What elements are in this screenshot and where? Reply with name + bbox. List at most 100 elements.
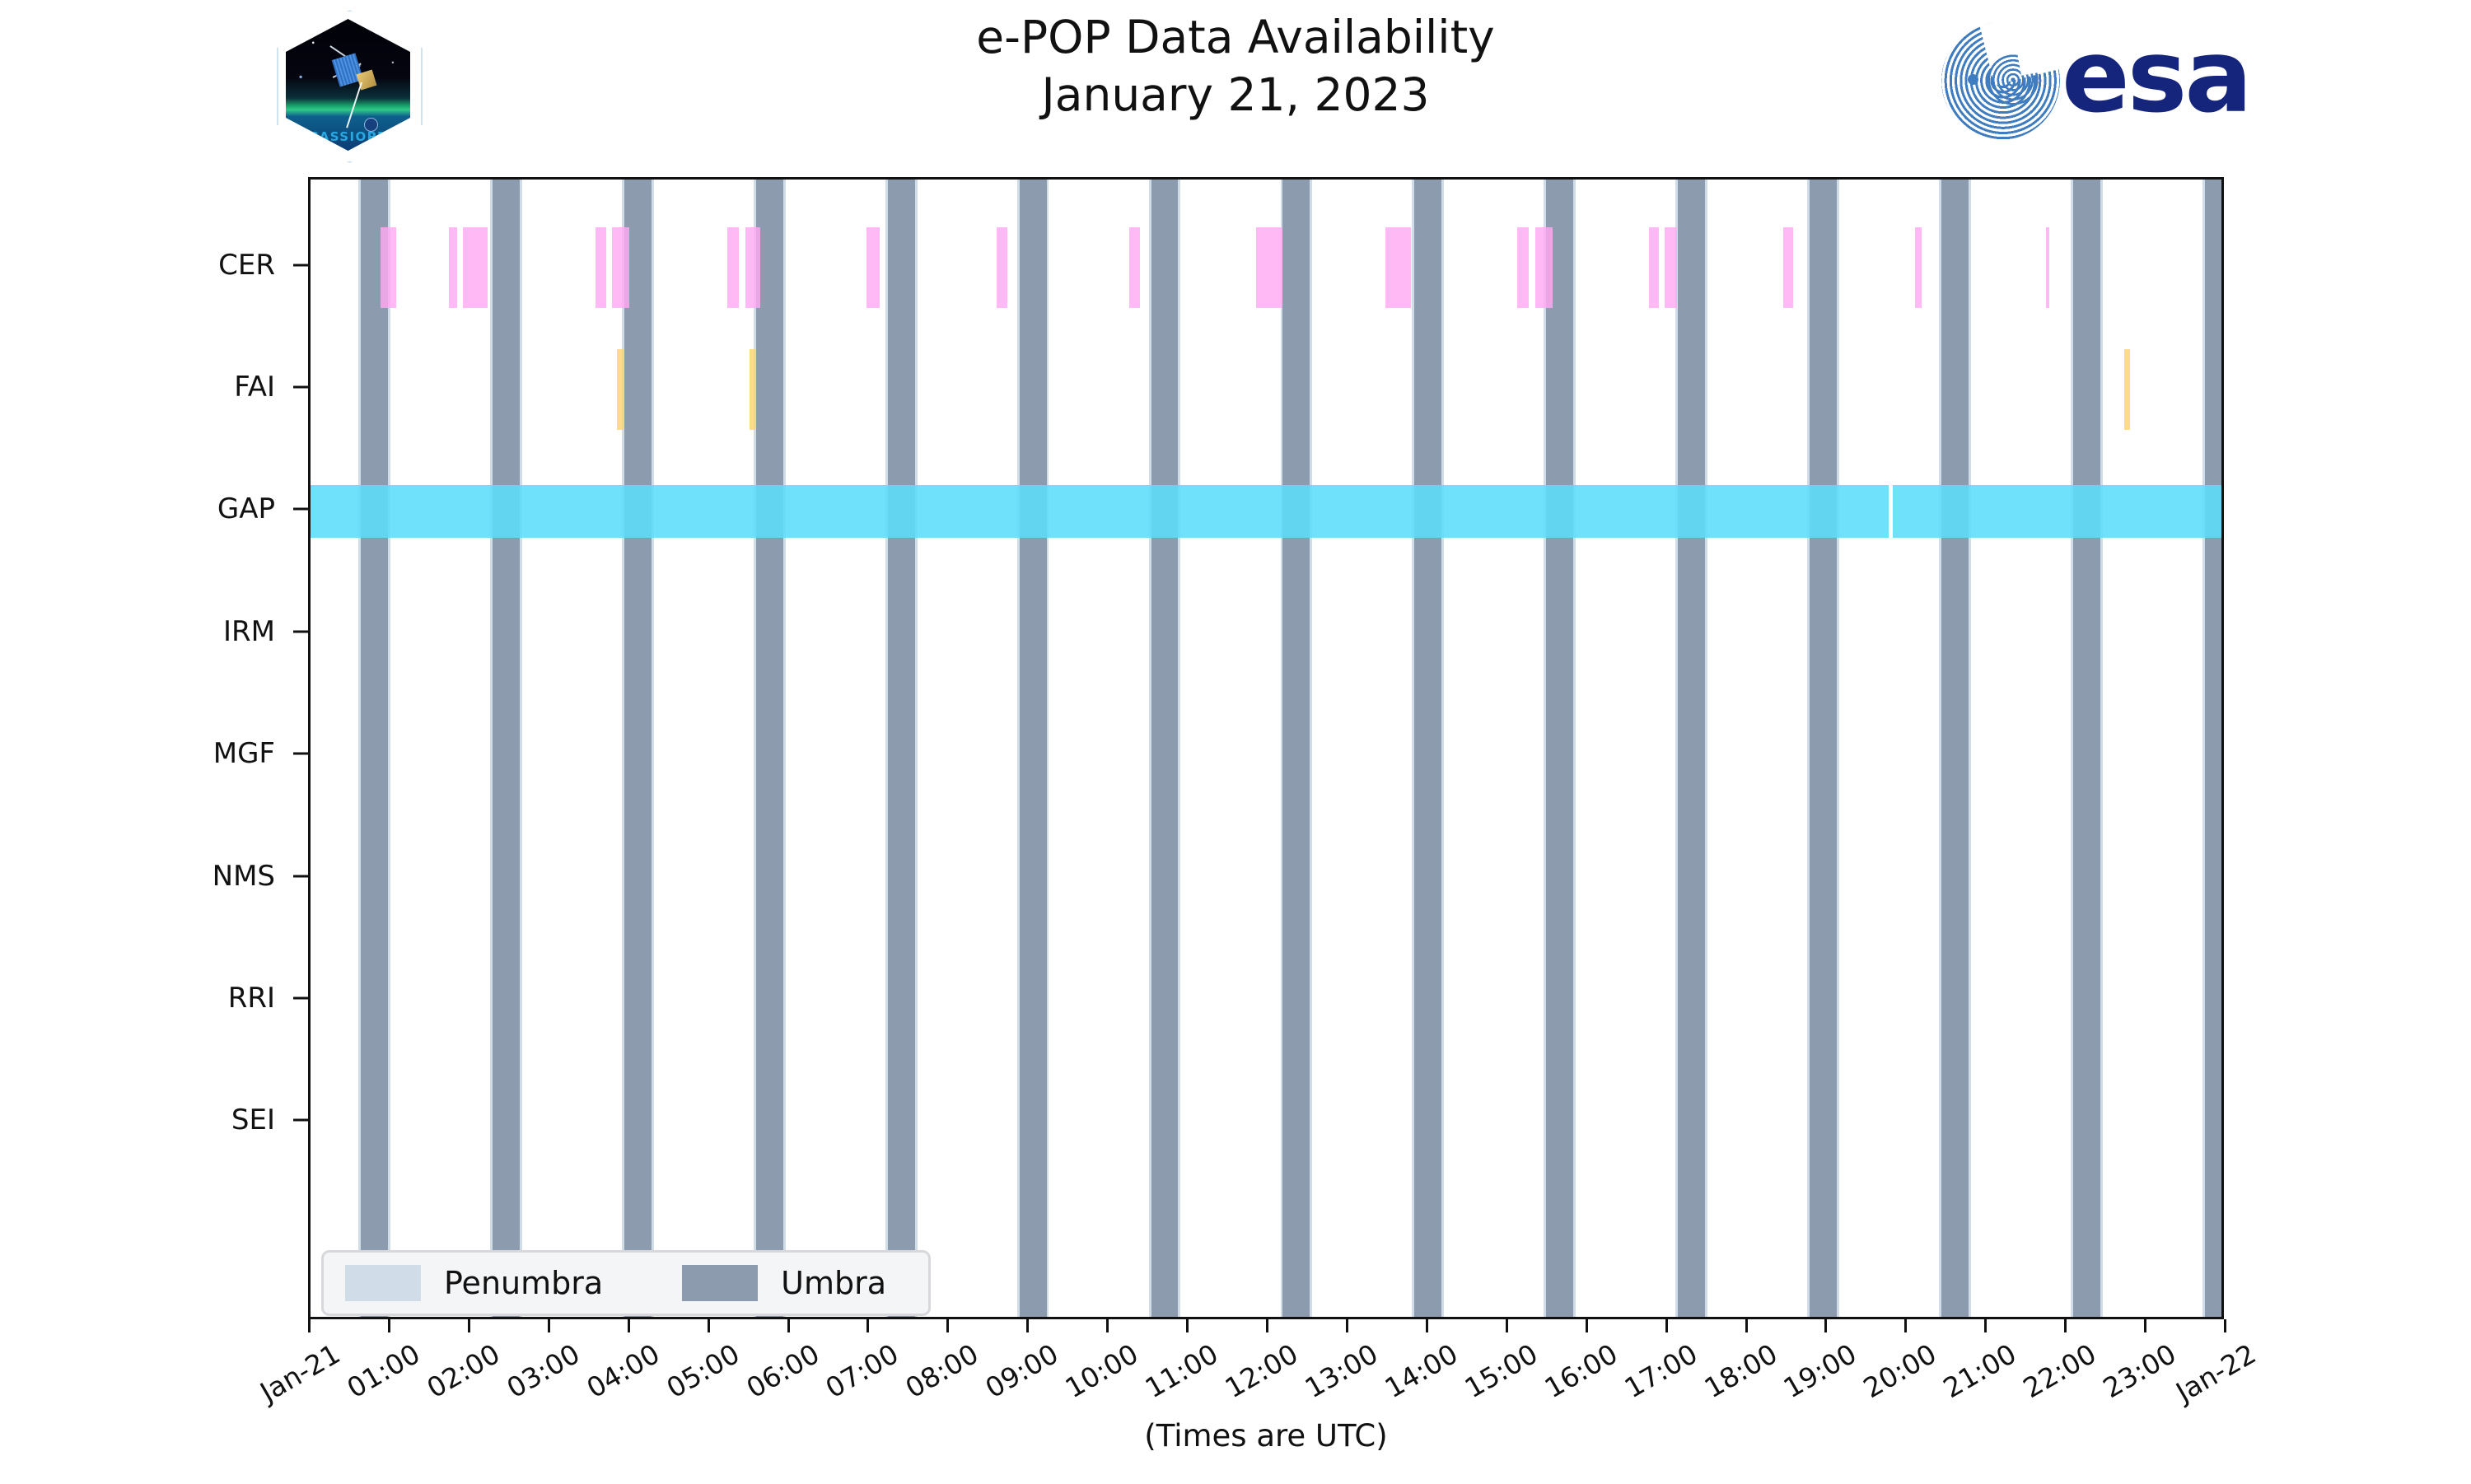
y-tick-label-sei: SEI	[231, 1104, 275, 1137]
data-bar-cer	[997, 226, 1008, 308]
penumbra-band	[1544, 180, 1547, 1317]
umbra-band	[1151, 180, 1179, 1317]
penumbra-band	[358, 180, 362, 1317]
x-tick-mark	[1824, 1319, 1828, 1332]
x-tick-mark	[2224, 1319, 2226, 1332]
x-tick-label-23-00: 23:00	[2097, 1337, 2182, 1405]
chart-header: CASSIOPE e-POP Data Availability January…	[0, 0, 2471, 177]
x-tick-mark	[1585, 1319, 1588, 1332]
penumbra-band	[519, 180, 522, 1317]
penumbra-band	[2100, 180, 2103, 1317]
penumbra-band	[2202, 180, 2205, 1317]
umbra-band	[887, 180, 915, 1317]
penumbra-band	[490, 180, 493, 1317]
umbra-band	[2204, 180, 2221, 1317]
data-bar-cer	[866, 226, 880, 308]
penumbra-band	[2071, 180, 2073, 1317]
x-tick-mark	[1345, 1319, 1348, 1332]
penumbra-band	[1968, 180, 1971, 1317]
umbra-band	[1546, 180, 1574, 1317]
x-tick-mark	[946, 1319, 950, 1332]
cassiope-mission-logo: CASSIOPE	[272, 7, 424, 163]
x-tick-mark	[787, 1319, 790, 1332]
penumbra-band	[1016, 180, 1020, 1317]
esa-wordmark: esa	[2062, 18, 2253, 135]
x-tick-label-20-00: 20:00	[1857, 1337, 1942, 1405]
y-tick-mark	[293, 507, 308, 511]
umbra-band	[1019, 180, 1047, 1317]
data-bar-fai	[2123, 349, 2130, 431]
esa-logo: esa	[1940, 5, 2294, 145]
y-tick-mark	[293, 1118, 308, 1122]
x-tick-label-jan-22: Jan-22	[2170, 1337, 2262, 1409]
y-tick-mark	[293, 996, 308, 1000]
data-bar-gap	[1892, 485, 2221, 539]
y-tick-mark	[293, 264, 308, 267]
x-tick-mark	[1505, 1319, 1508, 1332]
umbra-band	[1414, 180, 1442, 1317]
availability-plot	[308, 177, 2224, 1319]
umbra-band	[492, 180, 520, 1317]
data-bar-cer	[463, 226, 488, 308]
y-axis: CER FAI GAP IRM MGF NMS RRI SEI	[0, 177, 308, 1319]
y-tick-label-mgf: MGF	[213, 737, 275, 771]
x-tick-label-12-00: 12:00	[1219, 1337, 1304, 1405]
x-tick-label-22-00: 22:00	[2017, 1337, 2102, 1405]
x-tick-mark	[1984, 1319, 1988, 1332]
legend: Penumbra Umbra	[321, 1250, 931, 1316]
penumbra-band	[1939, 180, 1941, 1317]
data-bar-cer	[1783, 226, 1793, 308]
x-tick-label-07-00: 07:00	[820, 1337, 904, 1405]
x-tick-label-03-00: 03:00	[501, 1337, 586, 1405]
x-axis-caption: (Times are UTC)	[1144, 1418, 1388, 1454]
legend-item-umbra: Umbra	[682, 1265, 886, 1301]
csa-badge-icon	[364, 118, 379, 132]
y-tick-label-fai: FAI	[234, 371, 275, 404]
y-tick-mark	[293, 385, 308, 389]
x-tick-label-19-00: 19:00	[1778, 1337, 1862, 1405]
x-tick-label-15-00: 15:00	[1459, 1337, 1544, 1405]
x-tick-label-02-00: 02:00	[421, 1337, 506, 1405]
penumbra-band	[1310, 180, 1313, 1317]
y-tick-mark	[293, 875, 308, 878]
x-tick-label-08-00: 08:00	[899, 1337, 984, 1405]
penumbra-band	[753, 180, 756, 1317]
x-tick-mark	[1186, 1319, 1189, 1332]
data-bar-cer	[2045, 226, 2049, 308]
x-tick-label-17-00: 17:00	[1619, 1337, 1703, 1405]
data-bar-cer	[745, 226, 760, 308]
penumbra-band	[1837, 180, 1839, 1317]
penumbra-band	[1148, 180, 1151, 1317]
penumbra-band	[1280, 180, 1283, 1317]
penumbra-band	[914, 180, 918, 1317]
x-tick-mark	[547, 1319, 550, 1332]
x-tick-mark	[1106, 1319, 1109, 1332]
y-tick-label-irm: IRM	[223, 614, 275, 648]
x-tick-mark	[1026, 1319, 1030, 1332]
data-bar-cer	[595, 226, 606, 308]
penumbra-band	[1178, 180, 1181, 1317]
y-tick-mark	[293, 752, 308, 755]
page-subtitle: January 21, 2023	[1041, 68, 1430, 121]
data-bar-cer	[1256, 226, 1283, 308]
x-tick-label-18-00: 18:00	[1698, 1337, 1782, 1405]
penumbra-band	[1046, 180, 1049, 1317]
x-tick-mark	[707, 1319, 710, 1332]
data-bar-cer	[612, 226, 629, 308]
x-tick-mark	[387, 1319, 390, 1332]
y-tick-label-cer: CER	[218, 248, 275, 282]
umbra-band	[2072, 180, 2100, 1317]
umbra-band	[1678, 180, 1706, 1317]
legend-swatch-umbra	[682, 1265, 759, 1301]
legend-swatch-penumbra	[345, 1265, 421, 1301]
esa-emblem-dot	[1968, 74, 1978, 85]
downlink-beam-icon	[345, 82, 362, 128]
data-bar-fai	[750, 349, 755, 431]
penumbra-band	[1675, 180, 1679, 1317]
penumbra-band	[1705, 180, 1708, 1317]
penumbra-band	[1807, 180, 1810, 1317]
x-tick-label-05-00: 05:00	[661, 1337, 745, 1405]
y-tick-label-nms: NMS	[212, 859, 275, 893]
page-title: e-POP Data Availability	[976, 11, 1495, 63]
x-tick-label-14-00: 14:00	[1379, 1337, 1464, 1405]
